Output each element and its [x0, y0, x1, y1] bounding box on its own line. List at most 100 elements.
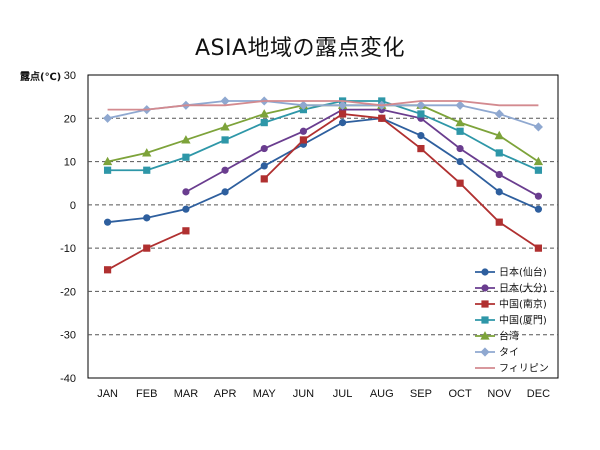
data-point: [220, 96, 230, 106]
data-point: [455, 100, 465, 110]
grid-layer: [87, 74, 559, 379]
y-tick-label: -20: [60, 286, 76, 298]
legend-label: フィリピン: [499, 363, 549, 375]
series-layer: [102, 96, 544, 274]
legend-label: 日本(仙台): [499, 266, 547, 279]
data-point: [260, 162, 268, 170]
data-point: [456, 179, 464, 187]
data-point: [143, 244, 151, 252]
x-tick-label: MAY: [253, 388, 277, 400]
x-tick-label: OCT: [448, 388, 472, 400]
data-point: [494, 109, 504, 119]
data-point: [260, 119, 268, 127]
data-point: [182, 227, 190, 235]
series-3: [103, 110, 543, 274]
data-point: [260, 175, 268, 183]
legend-marker: [480, 331, 490, 340]
data-point: [534, 244, 543, 252]
data-point: [103, 166, 112, 174]
data-point: [299, 127, 308, 135]
data-point: [220, 122, 230, 131]
x-tick-label: APR: [214, 388, 237, 400]
data-point: [417, 144, 425, 153]
x-tick-label: JAN: [97, 388, 118, 400]
data-point: [143, 166, 151, 174]
x-tick-label: FEB: [136, 388, 157, 400]
data-point: [416, 100, 426, 110]
x-tick-label: DEC: [527, 388, 550, 400]
x-tick-label: SEP: [410, 388, 432, 400]
plot-area-frame: [87, 74, 559, 379]
legend-marker: [481, 284, 489, 292]
data-point: [102, 156, 113, 166]
series-line: [107, 117, 539, 224]
data-point: [495, 218, 503, 226]
legend-marker: [481, 268, 489, 276]
x-tick-label: NOV: [487, 388, 512, 400]
y-tick-label: -10: [60, 243, 76, 255]
data-point: [182, 153, 190, 161]
data-point: [221, 136, 229, 144]
data-point: [298, 100, 308, 110]
data-point: [260, 144, 268, 153]
x-tick-label: MAR: [174, 388, 199, 400]
data-point: [259, 109, 269, 118]
data-point: [338, 100, 348, 110]
y-tick-label: 20: [64, 113, 76, 125]
data-point: [181, 135, 191, 144]
series-1: [103, 114, 543, 226]
data-point: [182, 188, 190, 196]
data-point: [495, 149, 503, 157]
legend-label: 台湾: [499, 330, 519, 343]
legend-marker: [481, 316, 489, 324]
data-point: [456, 144, 464, 153]
data-point: [103, 266, 112, 274]
data-point: [143, 214, 151, 222]
x-tick-label: JUN: [293, 388, 314, 400]
series-7: [107, 100, 539, 111]
data-point: [103, 218, 112, 226]
data-point: [534, 166, 543, 174]
data-point: [378, 114, 386, 122]
y-tick-label: -40: [60, 373, 76, 385]
data-point: [455, 117, 465, 127]
legend-label: 中国(南京): [499, 298, 547, 311]
data-point: [338, 119, 347, 127]
data-point: [221, 166, 229, 174]
y-tick-label: 0: [70, 200, 76, 212]
series-line: [107, 100, 539, 172]
x-tick-label: AUG: [370, 388, 394, 400]
legend-marker: [481, 300, 489, 308]
y-tick-label: 10: [64, 157, 76, 169]
x-tick-label: JUL: [333, 388, 353, 400]
series-line: [263, 113, 539, 249]
data-point: [533, 156, 544, 166]
data-point: [299, 136, 308, 144]
data-point: [534, 205, 543, 213]
data-point: [103, 113, 113, 123]
data-point: [182, 205, 190, 213]
data-point: [417, 110, 425, 118]
legend-marker: [480, 347, 490, 357]
legend-label: タイ: [499, 347, 519, 359]
y-axis-label: 露点(℃): [20, 72, 62, 83]
data-point: [494, 130, 504, 140]
data-point: [456, 157, 464, 166]
data-point: [495, 170, 503, 179]
data-point: [533, 122, 543, 132]
data-point: [495, 188, 503, 196]
series-line: [185, 108, 539, 197]
legend-label: 日本(大分): [499, 282, 547, 295]
data-point: [221, 188, 229, 196]
y-tick-label: 30: [64, 70, 76, 82]
legend-label: 中国(厦門): [499, 314, 547, 327]
data-point: [338, 110, 347, 118]
data-point: [142, 148, 152, 157]
y-tick-label: -30: [60, 330, 76, 342]
series-line: [107, 100, 539, 111]
data-point: [456, 127, 464, 135]
series-line: [107, 100, 539, 128]
axis-layer: 30 20 10 0 -10 -20 -30 -40 JAN FEB MAR APR MAY JUN JUL…: [60, 70, 550, 400]
